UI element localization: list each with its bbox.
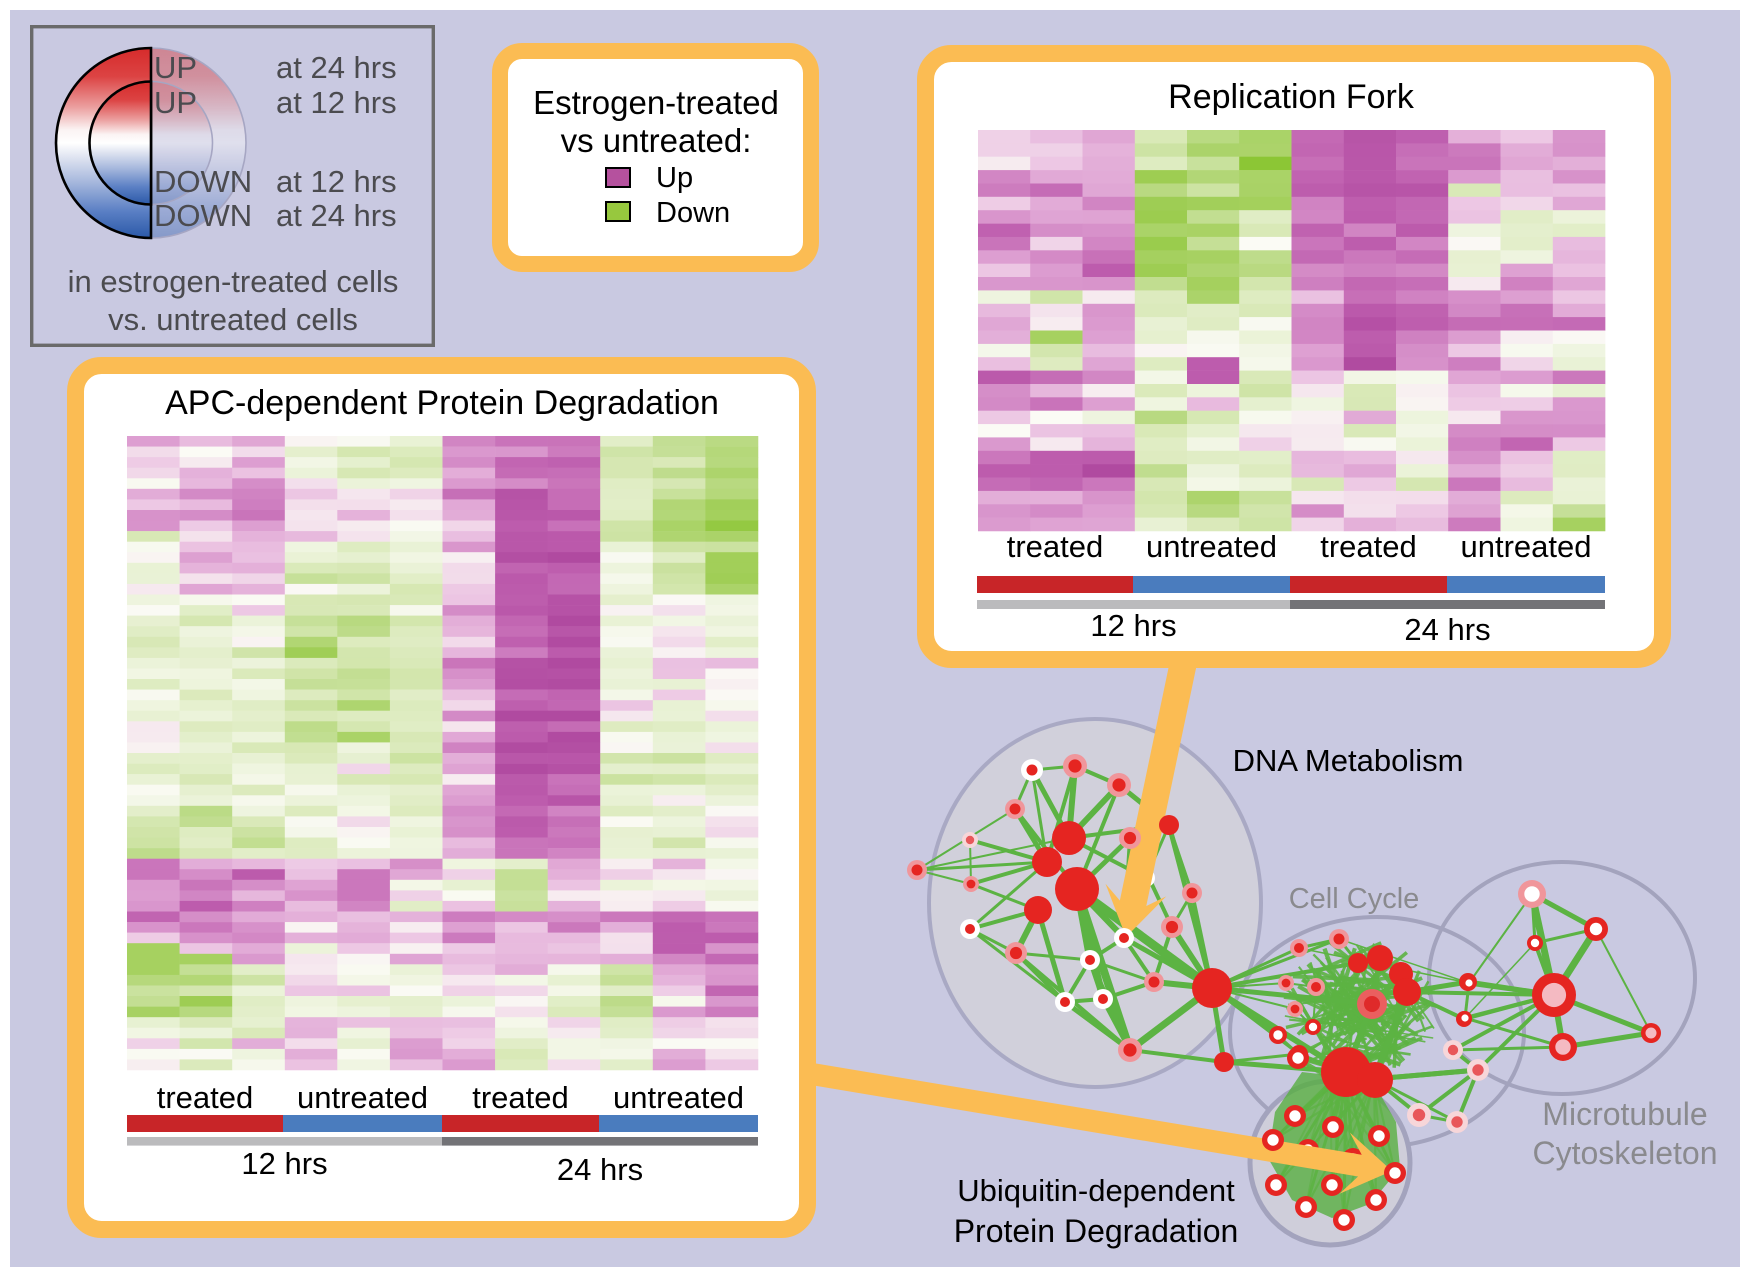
svg-text:Cytoskeleton: Cytoskeleton <box>1533 1135 1718 1171</box>
svg-text:untreated: untreated <box>1461 529 1592 564</box>
svg-text:at 24 hrs: at 24 hrs <box>276 50 397 85</box>
svg-text:DNA Metabolism: DNA Metabolism <box>1233 743 1464 778</box>
svg-text:untreated: untreated <box>613 1080 744 1115</box>
svg-text:vs. untreated cells: vs. untreated cells <box>108 302 358 337</box>
svg-text:Up: Up <box>656 162 693 194</box>
svg-text:12 hrs: 12 hrs <box>241 1146 327 1181</box>
svg-text:at 12 hrs: at 12 hrs <box>276 164 397 199</box>
svg-text:Protein Degradation: Protein Degradation <box>954 1213 1239 1249</box>
svg-text:UP: UP <box>154 85 197 120</box>
svg-text:Replication Fork: Replication Fork <box>1168 78 1415 116</box>
svg-text:Microtubule: Microtubule <box>1542 1096 1707 1132</box>
svg-text:at 12 hrs: at 12 hrs <box>276 85 397 120</box>
svg-text:treated: treated <box>1320 529 1417 564</box>
svg-text:DOWN: DOWN <box>154 198 252 233</box>
svg-text:12 hrs: 12 hrs <box>1090 608 1176 643</box>
svg-text:APC-dependent Protein Degradat: APC-dependent Protein Degradation <box>165 384 719 422</box>
svg-text:untreated: untreated <box>1146 529 1277 564</box>
svg-text:Cell Cycle: Cell Cycle <box>1289 883 1420 915</box>
svg-text:in estrogen-treated cells: in estrogen-treated cells <box>68 264 399 299</box>
svg-text:treated: treated <box>472 1080 569 1115</box>
svg-text:treated: treated <box>157 1080 254 1115</box>
svg-text:UP: UP <box>154 50 197 85</box>
svg-text:DOWN: DOWN <box>154 164 252 199</box>
svg-text:Ubiquitin-dependent: Ubiquitin-dependent <box>957 1173 1235 1208</box>
svg-text:24 hrs: 24 hrs <box>557 1152 643 1187</box>
svg-text:treated: treated <box>1007 529 1104 564</box>
svg-text:Down: Down <box>656 197 730 229</box>
svg-text:untreated: untreated <box>297 1080 428 1115</box>
svg-text:24 hrs: 24 hrs <box>1404 612 1490 647</box>
svg-text:at 24 hrs: at 24 hrs <box>276 198 397 233</box>
svg-text:Estrogen-treated: Estrogen-treated <box>533 84 779 121</box>
svg-text:vs untreated:: vs untreated: <box>561 122 752 159</box>
